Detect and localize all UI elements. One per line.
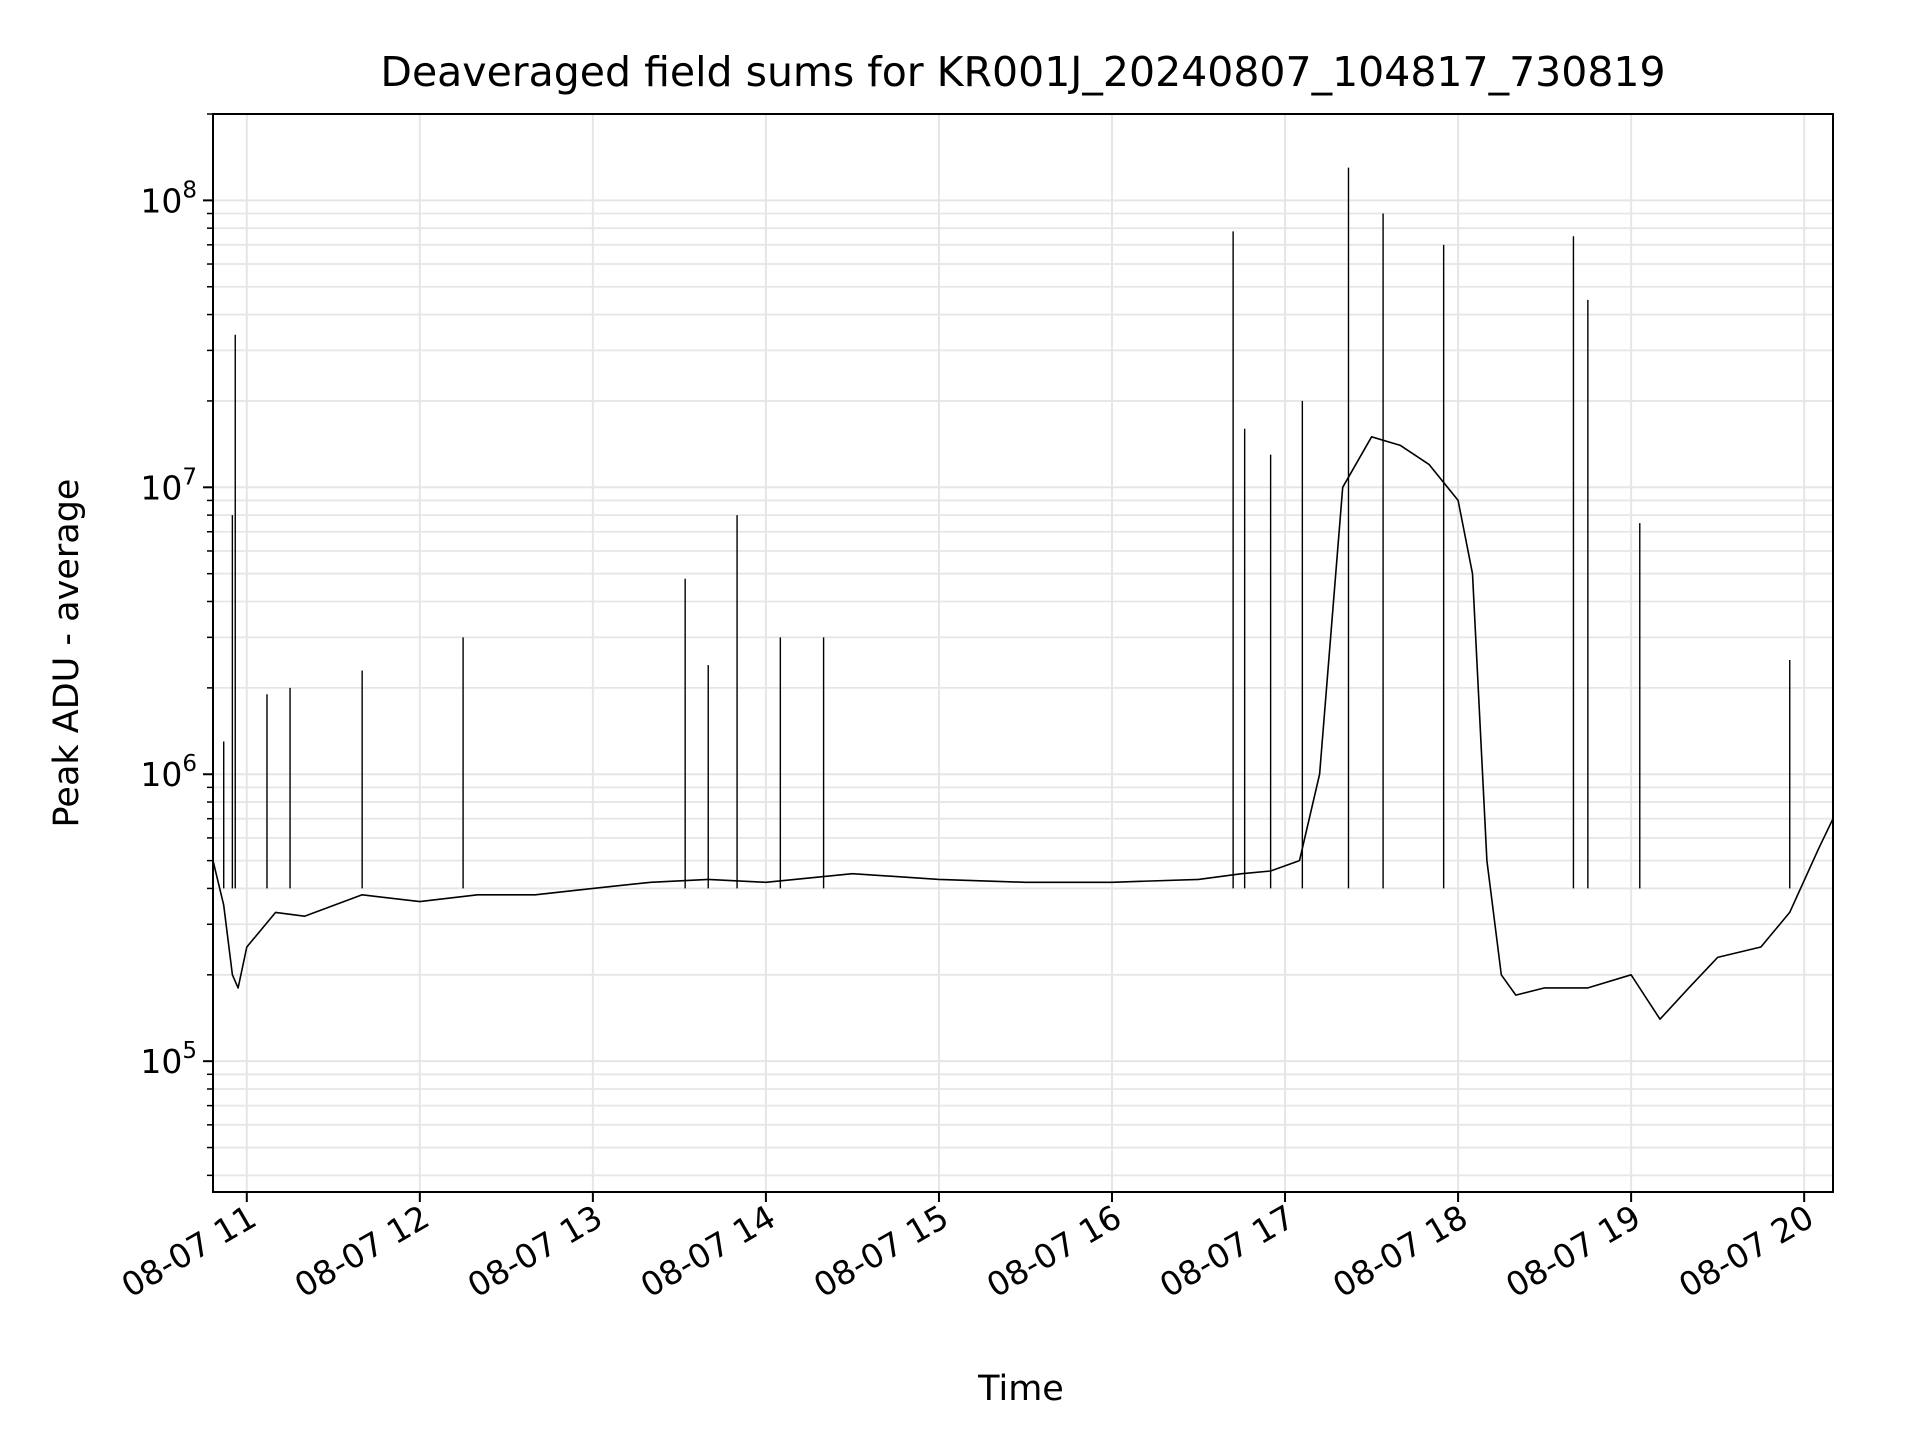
y-tick-label: 105 — [140, 1038, 197, 1081]
series-line — [212, 167, 1834, 1021]
x-axis-label: Time — [977, 1369, 1064, 1409]
plot-frame — [212, 113, 1834, 1193]
y-axis-label: Peak ADU - average — [47, 479, 87, 828]
y-tick-label: 108 — [140, 177, 197, 220]
y-tick-label: 107 — [140, 464, 197, 507]
y-tick-label: 106 — [140, 751, 197, 794]
y-axis: 105 106 107 108 — [140, 113, 213, 1177]
chart-title: Deaveraged field sums for KR001J_2024080… — [380, 48, 1665, 96]
